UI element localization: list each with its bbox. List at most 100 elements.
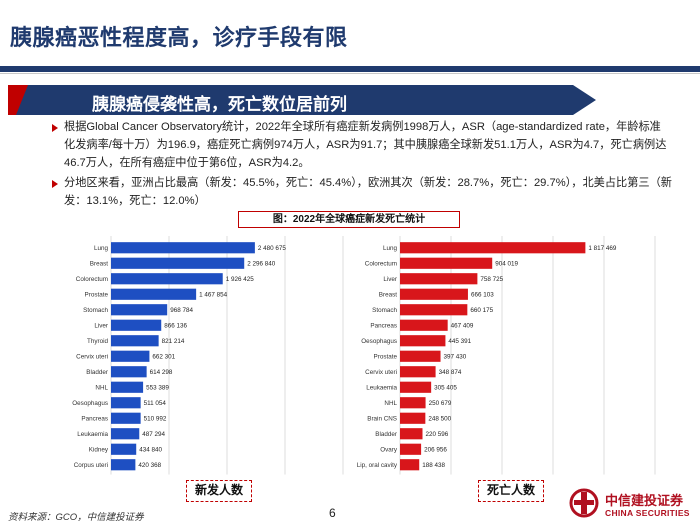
category-label: Breast bbox=[90, 261, 108, 268]
category-label: Leukaemia bbox=[77, 431, 108, 438]
source-note: 资料来源：GCO，中信建投证券 bbox=[8, 512, 144, 523]
value-label: 510 992 bbox=[144, 416, 167, 423]
category-label: Cervix uteri bbox=[76, 354, 108, 361]
bullet-item: 分地区来看，亚洲占比最高（新发：45.5%，死亡：45.4%），欧洲其次（新发：… bbox=[52, 174, 672, 210]
section-banner-text: 胰腺癌侵袭性高，死亡数位居前列 bbox=[92, 95, 347, 115]
bar bbox=[111, 288, 197, 300]
bar bbox=[111, 412, 141, 424]
bar bbox=[111, 335, 159, 347]
value-label: 1 467 854 bbox=[199, 292, 228, 299]
value-label: 821 214 bbox=[162, 338, 185, 345]
bar bbox=[400, 459, 420, 471]
bar bbox=[400, 350, 441, 362]
title-divider bbox=[0, 66, 700, 72]
title-divider-thin bbox=[0, 73, 700, 74]
value-label: 2 296 840 bbox=[247, 261, 276, 268]
category-label: Bladder bbox=[375, 431, 397, 438]
category-label: Prostate bbox=[85, 292, 109, 299]
page-title: 胰腺癌恶性程度高，诊疗手段有限 bbox=[10, 26, 348, 51]
category-label: Oesophagus bbox=[361, 338, 397, 345]
bar bbox=[400, 443, 422, 455]
value-label: 758 725 bbox=[480, 276, 503, 283]
category-label: Prostate bbox=[374, 354, 398, 361]
deaths-chart: 0500k1.0M1.5M2.0M2.5MLung1 817 469Colore… bbox=[357, 236, 656, 475]
value-label: 866 136 bbox=[164, 323, 187, 330]
bar bbox=[111, 443, 137, 455]
bar bbox=[400, 397, 426, 409]
value-label: 248 500 bbox=[428, 416, 451, 423]
chart-caption: 图：2022年全球癌症新发死亡统计 bbox=[238, 211, 460, 228]
value-label: 397 430 bbox=[444, 354, 467, 361]
category-label: Lip, oral cavity bbox=[357, 462, 398, 469]
category-label: Liver bbox=[94, 323, 108, 330]
category-label: NHL bbox=[95, 385, 108, 392]
section-banner bbox=[8, 85, 596, 115]
logo-text-en: CHINA SECURITIES bbox=[605, 508, 690, 518]
value-label: 220 596 bbox=[426, 431, 449, 438]
category-label: Leukaemia bbox=[366, 385, 397, 392]
category-label: Oesophagus bbox=[72, 400, 108, 407]
bar bbox=[400, 288, 468, 300]
category-label: Colorectum bbox=[76, 276, 108, 283]
value-label: 904 019 bbox=[495, 261, 518, 268]
logo-text-cn: 中信建投证券 bbox=[605, 493, 684, 508]
bar bbox=[400, 273, 478, 285]
bar bbox=[400, 257, 493, 269]
value-label: 1 817 469 bbox=[588, 245, 617, 252]
category-label: NHL bbox=[384, 400, 397, 407]
bar bbox=[400, 304, 468, 316]
category-label: Breast bbox=[379, 292, 397, 299]
bar bbox=[400, 428, 423, 440]
value-label: 467 409 bbox=[451, 323, 474, 330]
category-label: Colorectum bbox=[365, 261, 397, 268]
category-label: Ovary bbox=[380, 447, 398, 454]
bar bbox=[400, 335, 446, 347]
value-label: 660 175 bbox=[470, 307, 493, 314]
value-label: 348 874 bbox=[439, 369, 462, 376]
category-label: Bladder bbox=[86, 369, 108, 376]
category-label: Thyroid bbox=[87, 338, 108, 345]
china-securities-logo-icon bbox=[569, 488, 599, 518]
bar bbox=[400, 319, 448, 331]
category-label: Pancreas bbox=[81, 416, 108, 423]
bar bbox=[111, 381, 144, 393]
value-label: 1 926 425 bbox=[226, 276, 255, 283]
bar bbox=[111, 459, 136, 471]
bar bbox=[111, 350, 150, 362]
value-label: 968 784 bbox=[170, 307, 193, 314]
category-label: Pancreas bbox=[370, 323, 397, 330]
bar bbox=[400, 412, 426, 424]
category-label: Stomach bbox=[372, 307, 397, 314]
value-label: 434 840 bbox=[139, 447, 162, 454]
bar bbox=[111, 257, 245, 269]
bar bbox=[400, 366, 436, 378]
bar bbox=[111, 273, 223, 285]
bar bbox=[111, 304, 168, 316]
value-label: 445 391 bbox=[448, 338, 471, 345]
value-label: 420 368 bbox=[138, 462, 161, 469]
category-label: Lung bbox=[383, 245, 398, 252]
bar bbox=[111, 428, 140, 440]
bar bbox=[111, 397, 141, 409]
category-label: Brain CNS bbox=[367, 416, 397, 423]
category-label: Stomach bbox=[83, 307, 108, 314]
bar bbox=[400, 381, 432, 393]
bar bbox=[111, 242, 255, 254]
value-label: 305 405 bbox=[434, 385, 457, 392]
value-label: 487 294 bbox=[142, 431, 165, 438]
value-label: 250 679 bbox=[429, 400, 452, 407]
bullet-item: 根据Global Cancer Observatory统计，2022年全球所有癌… bbox=[52, 118, 672, 172]
value-label: 206 956 bbox=[424, 447, 447, 454]
category-label: Corpus uteri bbox=[74, 462, 108, 469]
value-label: 666 103 bbox=[471, 292, 494, 299]
category-label: Cervix uteri bbox=[365, 369, 397, 376]
value-label: 662 301 bbox=[152, 354, 175, 361]
category-label: Lung bbox=[94, 245, 109, 252]
value-label: 2 480 675 bbox=[258, 245, 287, 252]
bar bbox=[111, 366, 147, 378]
value-label: 553 389 bbox=[146, 385, 169, 392]
category-label: Liver bbox=[383, 276, 397, 283]
page-number: 6 bbox=[329, 506, 336, 520]
bar bbox=[400, 242, 586, 254]
